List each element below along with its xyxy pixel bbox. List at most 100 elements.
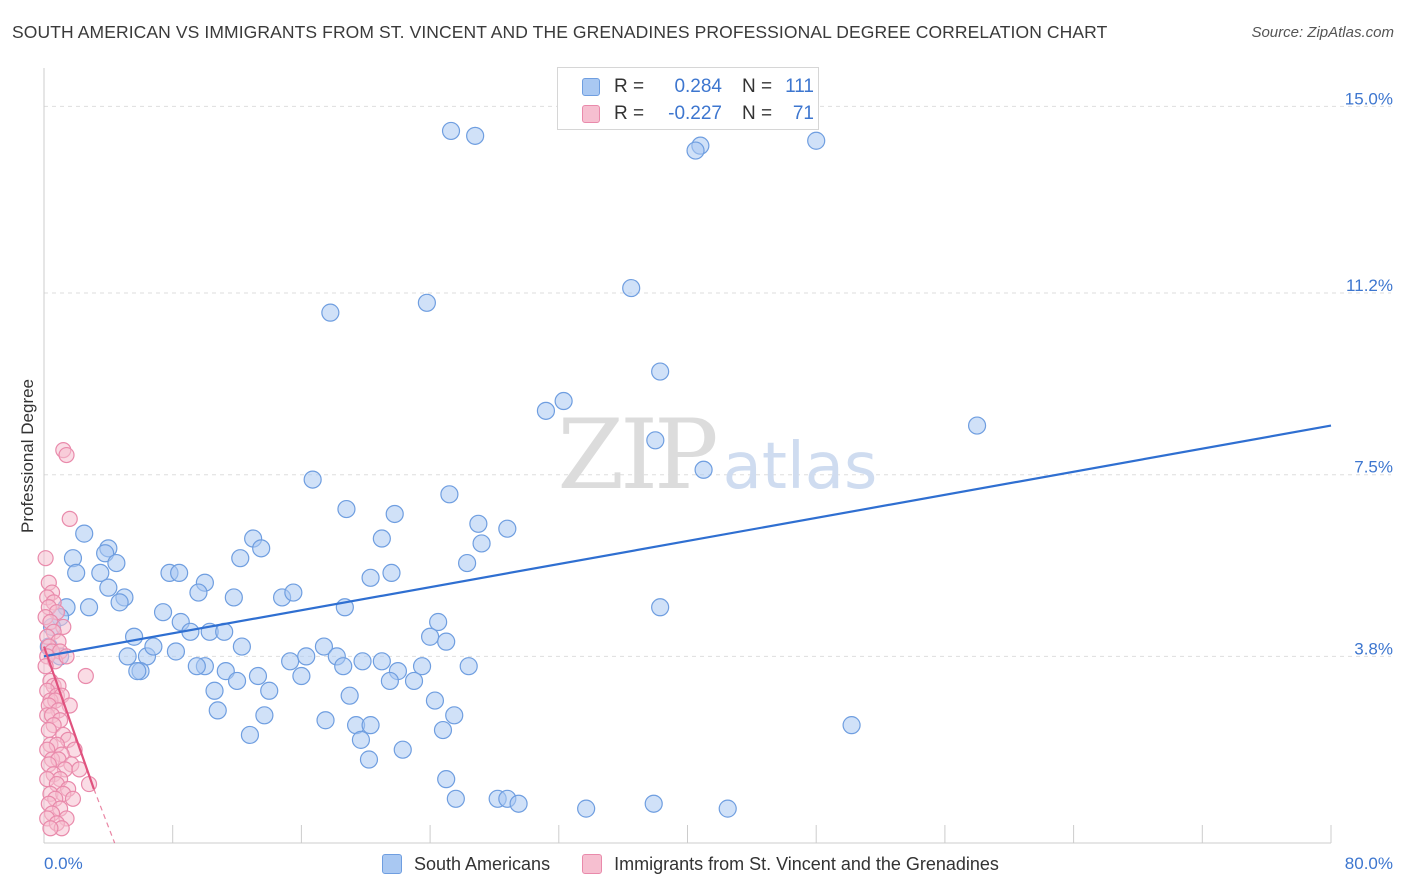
point-south-americans xyxy=(842,716,861,735)
point-south-americans xyxy=(967,416,987,435)
point-st-vincent xyxy=(37,550,54,567)
point-south-americans xyxy=(361,568,380,587)
point-south-americans xyxy=(445,706,464,725)
point-south-americans xyxy=(110,593,129,612)
point-south-americans xyxy=(224,588,243,607)
point-st-vincent xyxy=(58,446,75,464)
point-south-americans xyxy=(248,666,268,686)
chart-title: SOUTH AMERICAN VS IMMIGRANTS FROM ST. VI… xyxy=(12,22,1108,42)
point-south-americans xyxy=(380,671,399,691)
point-south-americans xyxy=(554,391,573,411)
point-south-americans xyxy=(385,504,404,524)
point-south-americans xyxy=(718,799,737,818)
gridlines xyxy=(44,105,1391,657)
point-south-americans xyxy=(646,431,665,450)
point-south-americans xyxy=(205,681,224,700)
trend-lines xyxy=(42,424,1332,844)
stats-box: R = 0.284 N = 111 R = -0.227 N = 71 xyxy=(557,67,819,130)
point-south-americans xyxy=(153,603,173,622)
point-south-americans xyxy=(75,524,94,543)
point-st-vincent xyxy=(42,820,59,837)
y-tick-label: 11.2% xyxy=(1346,276,1393,295)
point-south-americans xyxy=(166,642,186,661)
point-south-americans xyxy=(189,583,208,602)
point-south-americans xyxy=(651,362,670,381)
point-south-americans xyxy=(231,549,250,568)
point-south-americans xyxy=(393,740,412,759)
point-st-vincent xyxy=(40,721,57,739)
point-south-americans xyxy=(425,691,445,710)
point-south-americans xyxy=(577,799,596,818)
stats-swatch-pink xyxy=(582,105,600,123)
point-south-americans xyxy=(351,730,371,749)
point-south-americans xyxy=(321,303,340,322)
point-south-americans xyxy=(284,583,303,602)
point-south-americans xyxy=(292,666,311,686)
y-tick-label: 7.5% xyxy=(1354,458,1393,477)
point-south-americans xyxy=(240,725,260,745)
point-south-americans xyxy=(644,794,663,813)
point-south-americans xyxy=(314,637,334,656)
point-south-americans xyxy=(353,652,372,671)
point-south-americans xyxy=(433,720,453,740)
y-tick-label: 3.8% xyxy=(1354,639,1393,658)
stats-n-value: 111 xyxy=(785,76,814,97)
trend-line-south-americans xyxy=(43,424,1332,658)
point-south-americans xyxy=(359,750,379,769)
source-credit: Source: ZipAtlas.com xyxy=(1251,24,1394,41)
x-tick-label: 80.0% xyxy=(1345,854,1393,873)
point-south-americans xyxy=(458,553,477,573)
stats-r-key: R = xyxy=(614,76,645,97)
point-south-americans xyxy=(303,470,322,489)
point-south-americans xyxy=(255,706,274,725)
point-south-americans xyxy=(63,549,83,568)
point-south-americans xyxy=(651,598,670,617)
watermark: ZIP atlas xyxy=(557,399,877,511)
point-st-vincent xyxy=(64,790,82,807)
point-south-americans xyxy=(417,293,436,312)
point-south-americans xyxy=(79,598,99,617)
stats-n-key: N = xyxy=(742,76,773,97)
point-south-americans xyxy=(498,519,517,538)
legend-label: Immigrants from St. Vincent and the Gren… xyxy=(614,853,999,874)
point-south-americans xyxy=(99,578,118,597)
legend-swatch-pink xyxy=(582,854,603,874)
point-south-americans xyxy=(227,671,247,691)
y-tick-label: 15.0% xyxy=(1345,89,1393,108)
point-south-americans xyxy=(118,647,137,666)
stats-swatch-blue xyxy=(582,78,600,96)
point-south-americans xyxy=(67,563,86,583)
tick-labels: 3.8% 7.5% 11.2% 15.0% 0.0% 80.0% xyxy=(44,89,1393,873)
stats-r-key: R = xyxy=(614,103,645,124)
point-south-americans xyxy=(128,662,147,681)
point-south-americans xyxy=(429,612,448,632)
watermark-atlas: atlas xyxy=(723,430,878,504)
point-south-americans xyxy=(334,657,353,676)
point-south-americans xyxy=(187,657,206,676)
x-tick-label: 0.0% xyxy=(44,854,83,873)
point-south-americans xyxy=(622,278,641,298)
point-south-americans xyxy=(170,563,189,583)
point-south-americans xyxy=(252,539,271,558)
point-south-americans xyxy=(441,121,461,141)
point-south-americans xyxy=(509,794,528,813)
point-south-americans xyxy=(91,563,110,583)
point-south-americans xyxy=(404,671,424,691)
point-south-americans xyxy=(124,627,144,646)
chart-legend: South Americans Immigrants from St. Vinc… xyxy=(382,852,1031,876)
point-st-vincent xyxy=(61,510,78,527)
stats-row-south-americans: R = 0.284 N = 111 xyxy=(582,74,814,100)
point-south-americans xyxy=(437,770,456,789)
stats-n-value: 71 xyxy=(792,103,814,124)
point-south-americans xyxy=(536,401,556,420)
point-st-vincent xyxy=(77,667,94,685)
legend-item-st-vincent[interactable]: Immigrants from St. Vincent and the Gren… xyxy=(582,854,999,875)
point-south-americans xyxy=(686,141,705,160)
point-south-americans xyxy=(208,701,227,720)
stats-n-key: N = xyxy=(742,103,773,124)
legend-swatch-blue xyxy=(382,854,402,874)
point-south-americans xyxy=(297,647,316,666)
legend-item-south-americans[interactable]: South Americans xyxy=(382,854,550,875)
point-south-americans xyxy=(337,499,356,519)
